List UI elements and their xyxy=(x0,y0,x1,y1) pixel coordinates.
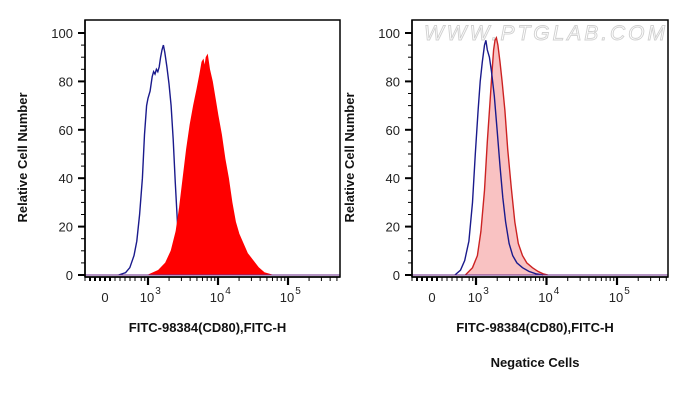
x-tick-exponent: 3 xyxy=(155,286,161,297)
y-tick-label: 100 xyxy=(51,26,73,41)
right-plot-frame xyxy=(411,19,669,278)
left-isotype-curve xyxy=(118,44,195,276)
x-tick-label: 10 xyxy=(609,290,623,305)
x-tick-label: 10 xyxy=(280,290,294,305)
watermark-text: WWW.PTGLAB.COM xyxy=(424,22,666,45)
left-x-axis: 0 10 3 10 4 10 5 xyxy=(84,276,340,305)
left-x-axis-title: FITC-98384(CD80),FITC-H xyxy=(129,320,286,335)
right-y-axis: 0 20 40 60 80 100 xyxy=(378,20,413,283)
y-tick-label: 80 xyxy=(386,74,400,89)
y-tick-label: 60 xyxy=(59,123,73,138)
x-tick-exponent: 5 xyxy=(624,286,630,297)
right-x-axis-title: FITC-98384(CD80),FITC-H xyxy=(456,320,613,335)
x-tick-label: 10 xyxy=(538,290,552,305)
x-tick-exponent: 4 xyxy=(554,286,560,297)
left-y-axis: 0 20 40 60 80 100 xyxy=(51,20,86,283)
y-tick-label: 0 xyxy=(66,268,73,283)
x-tick-exponent: 5 xyxy=(295,286,301,297)
y-tick-label: 40 xyxy=(59,171,73,186)
y-tick-label: 80 xyxy=(59,74,73,89)
right-y-axis-title: Relative Cell Number xyxy=(342,92,357,222)
x-tick-exponent: 4 xyxy=(225,286,231,297)
y-tick-label: 20 xyxy=(59,220,73,235)
x-tick-label: 0 xyxy=(428,290,435,305)
right-isotype-curve xyxy=(454,40,544,276)
y-tick-label: 100 xyxy=(378,26,400,41)
left-series-layer xyxy=(85,44,340,276)
right-panel-caption: Negatice Cells xyxy=(491,355,580,370)
left-y-axis-title: Relative Cell Number xyxy=(15,92,30,222)
right-series-layer xyxy=(412,35,668,276)
right-x-axis: 0 10 3 10 4 10 5 xyxy=(411,276,668,305)
left-stained-curve xyxy=(147,53,273,276)
x-tick-label: 10 xyxy=(140,290,154,305)
right-stained-curve xyxy=(464,35,549,276)
x-tick-label: 10 xyxy=(468,290,482,305)
x-tick-label: 0 xyxy=(101,290,108,305)
x-tick-label: 10 xyxy=(210,290,224,305)
y-tick-label: 0 xyxy=(393,268,400,283)
right-stained-curve-fill xyxy=(465,37,548,275)
y-tick-label: 20 xyxy=(386,220,400,235)
y-tick-label: 60 xyxy=(386,123,400,138)
y-tick-label: 40 xyxy=(386,171,400,186)
x-tick-exponent: 3 xyxy=(483,286,489,297)
